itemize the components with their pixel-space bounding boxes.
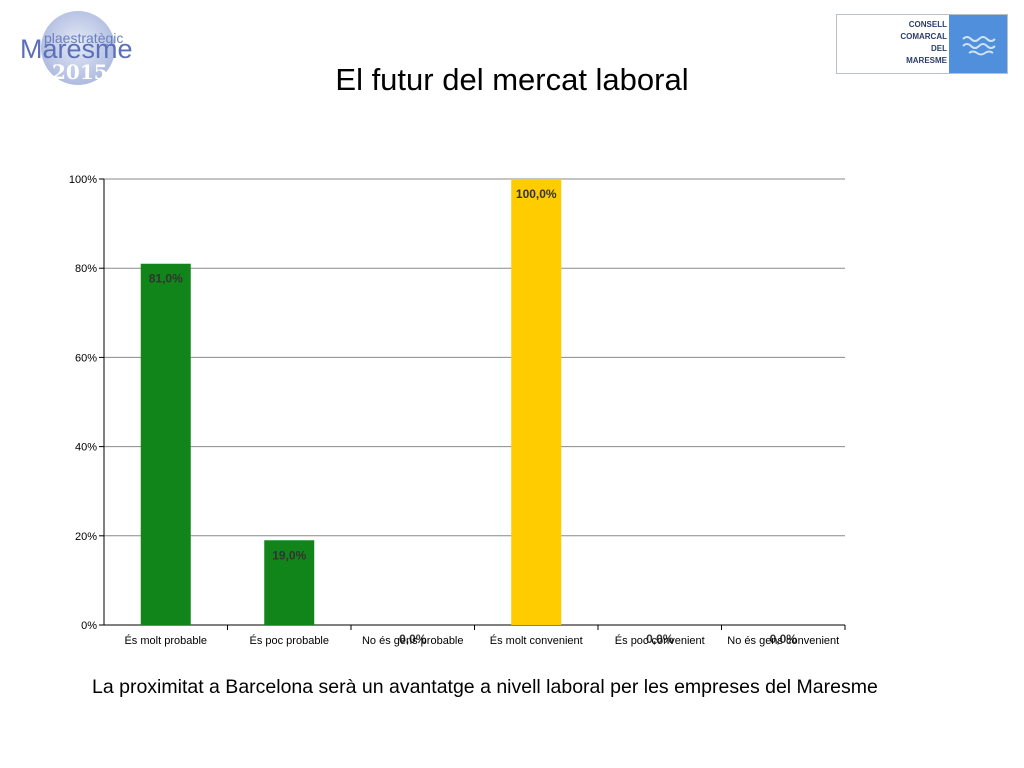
data-label: 81,0% — [149, 272, 183, 286]
logo-right-line: CONSELL — [908, 20, 947, 29]
data-label: 0,0% — [399, 632, 427, 646]
bar-chart: 0% 20% 40% 60% 80% 100% 81,0% És molt probable 1… — [69, 174, 846, 647]
bar — [264, 540, 315, 625]
y-tick-label: 40% — [75, 442, 97, 454]
data-label: 0,0% — [646, 632, 674, 646]
data-label: 100,0% — [516, 187, 557, 201]
x-tick-label: És molt convenient — [490, 634, 583, 647]
logo-right-line: DEL — [931, 44, 947, 53]
x-tick-label: És molt probable — [124, 634, 207, 647]
x-tick-label: És poc probable — [250, 634, 330, 647]
y-tick-label: 60% — [75, 352, 97, 364]
logo-right-line: MARESME — [906, 56, 947, 65]
chart-caption: La proximitat a Barcelona serà un avanta… — [92, 676, 878, 698]
wave-emblem-icon — [949, 15, 1007, 73]
y-tick-label: 80% — [75, 263, 97, 275]
x-tick-label: No és gens probable — [362, 635, 464, 647]
plaestrategic-logo: plaestratègic Maresme 2015 — [20, 11, 133, 85]
x-tick-label: No és gens convenient — [727, 635, 839, 647]
consell-comarcal-logo: CONSELL COMARCAL DEL MARESME — [836, 14, 1008, 74]
logo-right-line: COMARCAL — [900, 32, 947, 41]
x-tick-label: És poc convenient — [615, 634, 705, 647]
logo-line2: Maresme — [20, 34, 133, 64]
data-label: 19,0% — [272, 548, 306, 562]
logo-line3: 2015 — [52, 60, 108, 84]
y-tick-label: 0% — [81, 620, 97, 632]
page-title: El futur del mercat laboral — [335, 62, 689, 97]
data-label: 0,0% — [770, 632, 798, 646]
logo-line1: plaestratègic — [44, 30, 123, 46]
y-tick-label: 100% — [69, 174, 97, 186]
bar — [140, 263, 191, 625]
bar — [511, 179, 562, 625]
y-tick-label: 20% — [75, 531, 97, 543]
